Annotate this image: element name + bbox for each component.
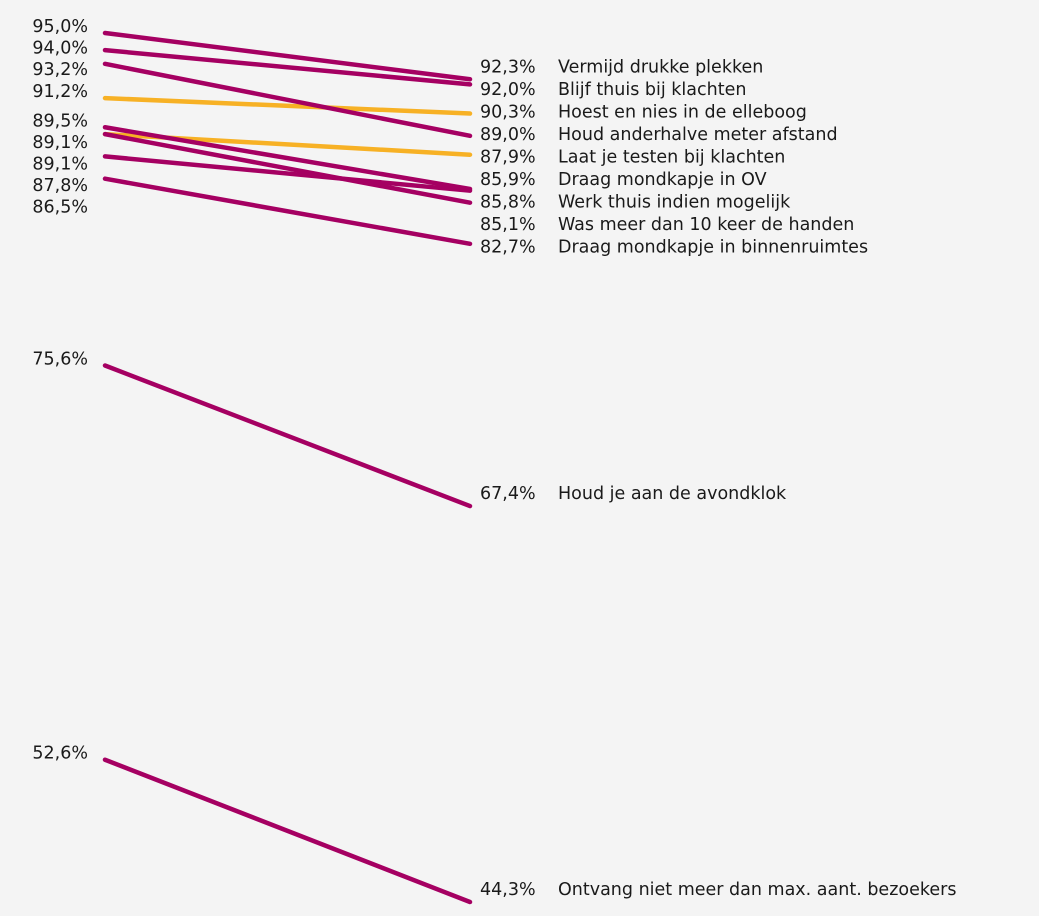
series-label: Was meer dan 10 keer de handen [558, 215, 854, 235]
series-label: Hoest en nies in de elleboog [558, 102, 807, 122]
end-value-label: 90,3% [480, 102, 536, 122]
series-label: Vermijd drukke plekken [558, 57, 763, 77]
start-value-label: 95,0% [32, 17, 88, 37]
start-value-label: 89,5% [32, 111, 88, 131]
series-label: Blijf thuis bij klachten [558, 80, 746, 100]
start-value-label: 91,2% [32, 82, 88, 102]
end-value-label: 85,1% [480, 215, 536, 235]
start-value-label: 89,1% [32, 154, 88, 174]
end-value-label: 85,8% [480, 192, 536, 212]
slope-line [102, 131, 473, 205]
slope-line [102, 125, 473, 192]
end-value-label: 92,0% [480, 80, 536, 100]
end-value-label: 44,3% [480, 880, 536, 900]
series-label: Ontvang niet meer dan max. aant. bezoeke… [558, 880, 956, 900]
start-value-label: 94,0% [32, 39, 88, 59]
series-label: Draag mondkapje in OV [558, 170, 767, 190]
series-label: Draag mondkapje in binnenruimtes [558, 237, 868, 257]
start-value-label: 52,6% [32, 744, 88, 764]
start-value-label: 86,5% [32, 197, 88, 217]
slope-line [102, 176, 473, 247]
slope-line [102, 47, 473, 87]
series-label: Werk thuis indien mogelijk [558, 192, 791, 212]
slope-line [102, 61, 473, 139]
start-value-label: 87,8% [32, 176, 88, 196]
series-label: Houd anderhalve meter afstand [558, 125, 838, 145]
end-value-label: 67,4% [480, 484, 536, 504]
slope-line [102, 95, 473, 116]
slope-line [102, 30, 473, 82]
end-value-label: 89,0% [480, 125, 536, 145]
end-value-label: 92,3% [480, 57, 536, 77]
start-value-label: 75,6% [32, 350, 88, 370]
slope-line [102, 154, 473, 193]
start-value-label: 89,1% [32, 133, 88, 153]
slope-line [102, 757, 473, 905]
slope-line [102, 363, 473, 509]
start-value-label: 93,2% [32, 60, 88, 80]
series-label: Houd je aan de avondklok [558, 484, 787, 504]
end-value-label: 82,7% [480, 237, 536, 257]
end-value-label: 87,9% [480, 147, 536, 167]
series-label: Laat je testen bij klachten [558, 147, 785, 167]
end-value-label: 85,9% [480, 170, 536, 190]
